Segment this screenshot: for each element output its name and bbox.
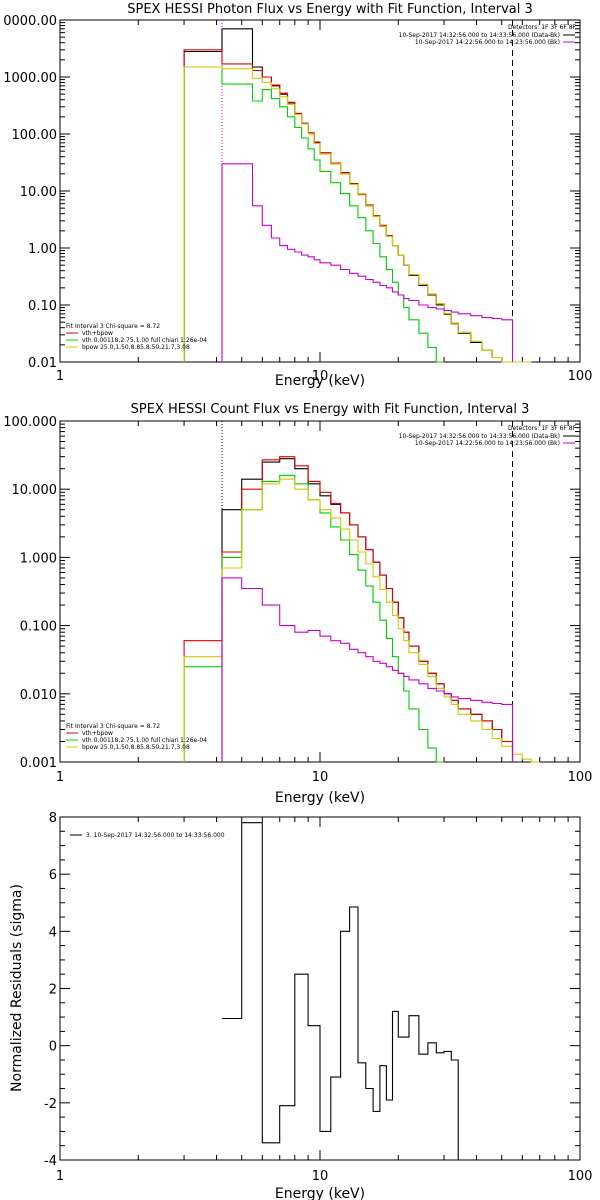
series-line (183, 49, 513, 363)
y-tick-label: 0.100 (20, 620, 57, 635)
x-axis-label: Energy (keV) (275, 373, 365, 389)
axis-ticks: 1 10 100 -4 -2 0 2 4 6 8 (44, 811, 592, 1184)
x-tick-label: 1 (56, 1169, 64, 1184)
legend-entry: bpow 25.0,1.50,8.85,8.50,21.7,3.08 (82, 344, 190, 351)
x-tick-label: 100 (568, 369, 593, 384)
series-line (221, 577, 514, 762)
x-tick-label: 10 (312, 369, 329, 384)
legend-entry: 10-Sep-2017 14:22:56.000 to 14:23:56.000… (415, 39, 560, 46)
legend-header: Detectors: 1F 3F 6F 8F (508, 425, 577, 432)
photon-flux-panel: SPEX HESSI Photon Flux vs Energy with Fi… (3, 2, 592, 389)
legend-entry: vth+bpow (82, 330, 113, 337)
y-tick-label: 0.01 (28, 356, 57, 371)
y-tick-label: 1000.00 (3, 71, 57, 86)
y-tick-label: 100.000 (3, 415, 57, 430)
x-tick-label: 100 (568, 1169, 593, 1184)
series-line (221, 163, 514, 362)
y-tick-label: -2 (44, 1097, 57, 1112)
y-tick-label: 8 (49, 811, 57, 826)
x-tick-label: 10 (312, 1169, 329, 1184)
chart-title: SPEX HESSI Count Flux vs Energy with Fit… (131, 402, 530, 417)
legend-entry: vth 0.00118,2.75,1.00 full chian 1.26e-0… (82, 337, 207, 344)
series-line (183, 66, 532, 363)
y-tick-label: 100.00 (12, 128, 58, 143)
y-axis-label: Normalized Residuals (sigma) (9, 884, 25, 1092)
series-line (183, 66, 445, 363)
chart-title: SPEX HESSI Photon Flux vs Energy with Fi… (127, 2, 533, 17)
legend-entry: vth 0.00118,2.75,1.00 full chian 1.26e-0… (82, 737, 207, 744)
x-tick-label: 1 (56, 369, 64, 384)
y-tick-label: 1.00 (28, 242, 57, 257)
y-tick-label: 0.010 (20, 688, 57, 703)
reference-lines (221, 421, 513, 762)
axis-ticks: 1 10 100 0.01 0.10 1.00 10.00 100.00 1000.00 0000… (3, 14, 592, 384)
y-tick-label: 4 (49, 925, 57, 940)
legend-entry: 10-Sep-2017 14:32:56.000 to 14:33:56.000… (399, 433, 560, 440)
legend-header: Fit Interval 3 Chi-square = 8.72 (66, 323, 160, 330)
data-series (183, 28, 532, 363)
plot-frame (59, 19, 581, 363)
y-tick-label: 0 (49, 1040, 57, 1055)
legend-entry: 3. 10-Sep-2017 14:32:56.000 to 14:33:56.… (86, 832, 225, 839)
y-tick-label: 0.10 (28, 299, 57, 314)
y-tick-label: 10.00 (20, 185, 57, 200)
x-axis-label: Energy (keV) (275, 790, 365, 806)
series-line (183, 474, 445, 763)
y-tick-label: 10.000 (12, 483, 58, 498)
legend-entry: bpow 25.0,1.50,8.85,8.50,21.7,3.08 (82, 744, 190, 751)
series-line (183, 28, 513, 363)
legend-entry: 10-Sep-2017 14:22:56.000 to 14:23:56.000… (415, 440, 560, 447)
y-tick-label: 2 (49, 983, 57, 998)
legend-entry: vth+bpow (82, 730, 113, 737)
residuals-panel: 1 10 100 -4 -2 0 2 4 6 8 Energy (keV) Normalized … (9, 811, 592, 1200)
x-axis-label: Energy (keV) (275, 1186, 365, 1200)
series-line (221, 458, 514, 762)
legend-top-left: 3. 10-Sep-2017 14:32:56.000 to 14:33:56.… (70, 832, 225, 839)
legend-bottom-left: Fit Interval 3 Chi-square = 8.72vth+bpow… (66, 323, 207, 351)
legend-entry: 10-Sep-2017 14:32:56.000 to 14:33:56.000… (399, 32, 560, 39)
x-tick-label: 1 (56, 770, 64, 785)
y-tick-label: 1.000 (20, 551, 57, 566)
data-series (222, 822, 513, 1161)
series-line (183, 478, 540, 763)
plot-frame (59, 420, 581, 763)
count-flux-panel: SPEX HESSI Count Flux vs Energy with Fit… (3, 402, 592, 806)
axis-ticks: 1 10 100 0.001 0.010 0.100 1.000 10.000 100.000 (3, 415, 592, 785)
series-line (183, 456, 514, 762)
reference-lines (221, 20, 513, 362)
series-line (222, 822, 513, 1161)
y-tick-label: 0.001 (20, 756, 57, 771)
x-tick-label: 100 (568, 770, 593, 785)
legend-header: Detectors: 1F 3F 6F 8F (508, 24, 577, 31)
y-tick-label: -4 (44, 1154, 57, 1169)
data-series (183, 456, 540, 763)
y-tick-label: 0000.00 (3, 14, 57, 29)
legend-bottom-left: Fit Interval 3 Chi-square = 8.72vth+bpow… (66, 723, 207, 751)
x-tick-label: 10 (312, 770, 329, 785)
legend-header: Fit Interval 3 Chi-square = 8.72 (66, 723, 160, 730)
y-tick-label: 6 (49, 868, 57, 883)
